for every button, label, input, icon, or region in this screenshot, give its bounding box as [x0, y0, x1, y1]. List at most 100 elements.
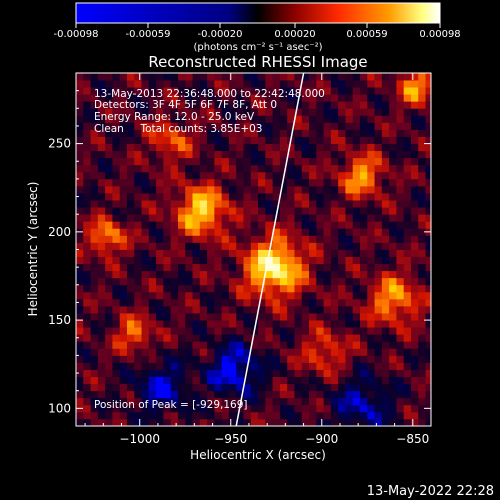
heatmap-cell	[105, 284, 113, 293]
heatmap-cell	[367, 185, 375, 194]
heatmap-cell	[236, 305, 244, 314]
heatmap-cell	[119, 221, 128, 229]
heatmap-cell	[381, 411, 390, 420]
heatmap-cell	[83, 108, 91, 116]
heatmap-cell	[381, 242, 390, 250]
heatmap-cell	[389, 214, 397, 222]
heatmap-cell	[199, 94, 208, 102]
heatmap-cell	[207, 355, 215, 363]
heatmap-cell	[207, 327, 215, 335]
heatmap-cell	[207, 193, 215, 201]
heatmap-cell	[410, 298, 419, 307]
heatmap-cell	[134, 411, 142, 420]
heatmap-cell	[236, 178, 244, 187]
heatmap-cell	[243, 235, 252, 243]
heatmap-cell	[352, 122, 361, 130]
heatmap-cell	[141, 270, 150, 279]
heatmap-cell	[119, 101, 128, 109]
heatmap-cell	[192, 291, 201, 300]
heatmap-cell	[316, 263, 324, 272]
heatmap-cell	[207, 221, 215, 229]
heatmap-cell	[199, 263, 208, 272]
heatmap-cell	[418, 94, 426, 102]
heatmap-cell	[112, 207, 121, 215]
heatmap-cell	[309, 305, 317, 314]
heatmap-cell	[323, 313, 332, 321]
heatmap-cell	[90, 418, 99, 426]
heatmap-cell	[236, 411, 244, 420]
heatmap-cell	[163, 369, 172, 377]
heatmap-cell	[316, 207, 324, 215]
heatmap-cell	[309, 298, 317, 307]
heatmap-cell	[265, 73, 274, 81]
heatmap-cell	[170, 270, 179, 279]
heatmap-cell	[323, 87, 332, 95]
heatmap-cell	[236, 298, 244, 307]
heatmap-cell	[214, 411, 223, 420]
heatmap-cell	[76, 185, 84, 194]
heatmap-cell	[258, 277, 266, 286]
heatmap-cell	[126, 291, 135, 300]
heatmap-cell	[76, 277, 84, 286]
heatmap-cell	[192, 87, 201, 95]
heatmap-cell	[250, 150, 259, 159]
heatmap-cell	[403, 256, 412, 265]
heatmap-cell	[250, 136, 259, 144]
heatmap-cell	[389, 263, 397, 272]
heatmap-cell	[126, 334, 135, 342]
heatmap-cell	[410, 369, 419, 377]
heatmap-cell	[309, 200, 317, 208]
heatmap-cell	[389, 115, 397, 123]
heatmap-cell	[214, 270, 223, 279]
heatmap-cell	[214, 207, 223, 215]
heatmap-cell	[134, 101, 142, 109]
heatmap-cell	[381, 277, 390, 286]
heatmap-cell	[425, 369, 431, 377]
heatmap-cell	[258, 369, 266, 377]
heatmap-cell	[330, 80, 339, 88]
heatmap-cell	[410, 193, 419, 201]
heatmap-cell	[141, 200, 150, 208]
heatmap-cell	[221, 320, 230, 328]
heatmap-cell	[163, 305, 172, 314]
heatmap-cell	[338, 298, 346, 307]
heatmap-cell	[105, 277, 113, 286]
observation-info: 13-May-2013 22:36:48.000 to 22:42:48.000…	[94, 88, 325, 135]
heatmap-cell	[389, 207, 397, 215]
heatmap-cell	[301, 214, 310, 222]
heatmap-cell	[221, 101, 230, 109]
heatmap-cell	[236, 284, 244, 293]
heatmap-cell	[265, 284, 274, 293]
heatmap-cell	[192, 80, 201, 88]
heatmap-cell	[199, 115, 208, 123]
heatmap-cell	[214, 108, 223, 116]
heatmap-cell	[345, 228, 354, 236]
heatmap-cell	[243, 164, 252, 173]
heatmap-cell	[199, 334, 208, 342]
heatmap-cell	[330, 397, 339, 406]
heatmap-cell	[389, 383, 397, 392]
heatmap-cell	[345, 115, 354, 123]
heatmap-cell	[148, 305, 157, 314]
heatmap-cell	[265, 291, 274, 300]
heatmap-cell	[403, 411, 412, 420]
heatmap-cell	[141, 101, 150, 109]
heatmap-cell	[265, 108, 274, 116]
heatmap-cell	[119, 87, 128, 95]
heatmap-cell	[418, 80, 426, 88]
heatmap-cell	[134, 242, 142, 250]
heatmap-cell	[258, 256, 266, 265]
heatmap-cell	[316, 115, 324, 123]
heatmap-cell	[323, 263, 332, 272]
heatmap-cell	[105, 157, 113, 166]
heatmap-cell	[97, 284, 106, 293]
heatmap-cell	[367, 411, 375, 420]
heatmap-cell	[163, 94, 172, 102]
heatmap-cell	[272, 376, 281, 385]
heatmap-cell	[294, 362, 303, 370]
heatmap-cell	[367, 348, 375, 356]
heatmap-cell	[163, 115, 172, 123]
heatmap-cell	[389, 284, 397, 293]
heatmap-cell	[185, 235, 193, 243]
heatmap-cell	[134, 157, 142, 166]
